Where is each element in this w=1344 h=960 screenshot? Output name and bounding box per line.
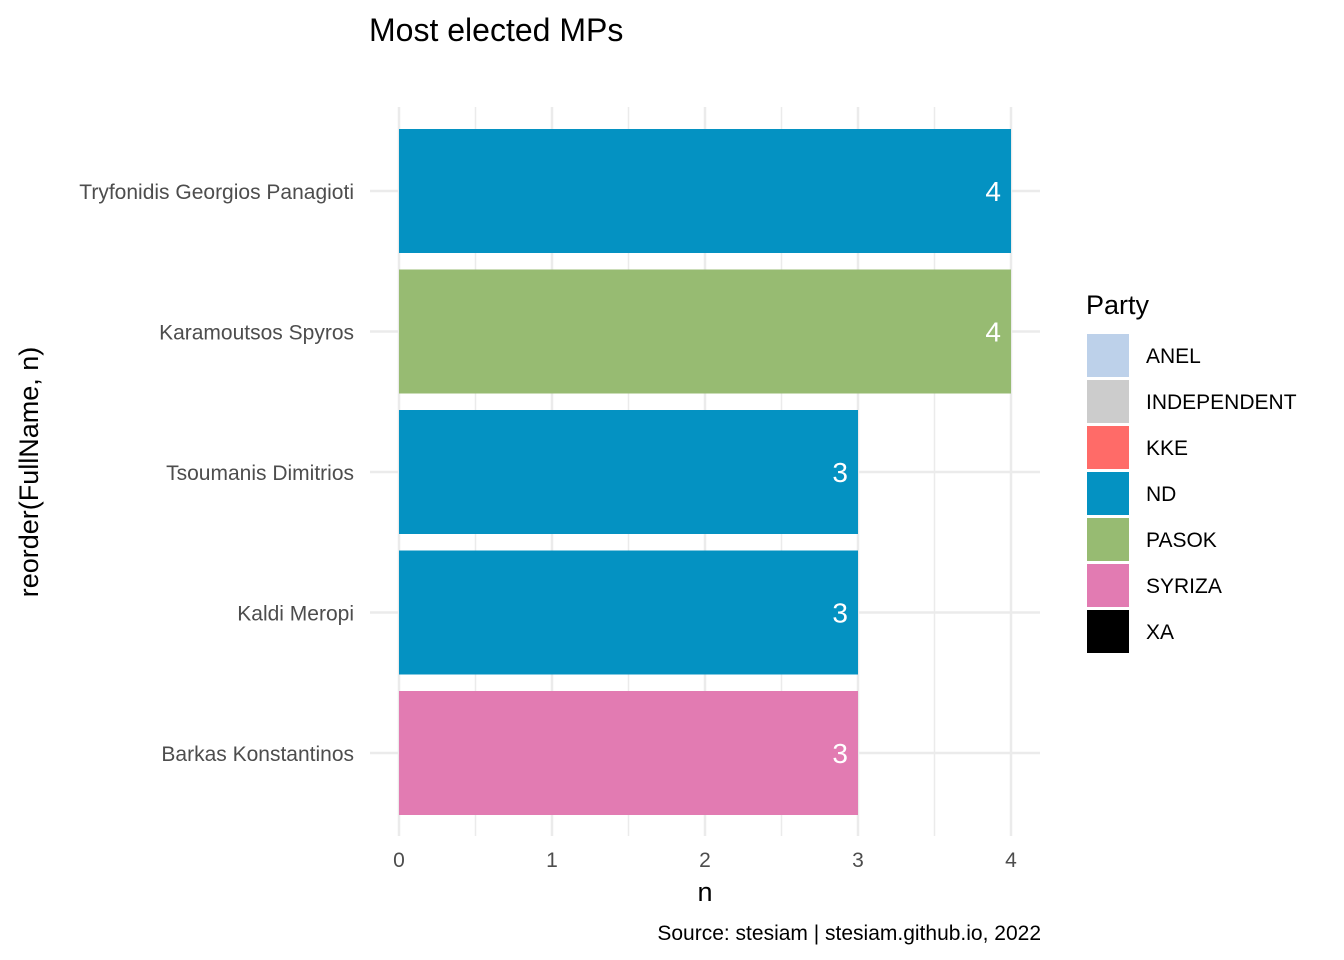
legend-title: Party xyxy=(1086,290,1150,320)
legend-key xyxy=(1087,472,1129,515)
legend-key xyxy=(1087,380,1129,423)
x-axis-label: n xyxy=(697,877,712,907)
y-tick-labels: Tryfonidis Georgios Panagioti Karamoutsos… xyxy=(79,181,354,766)
y-axis-label: reorder(FullName, n) xyxy=(14,347,44,598)
y-tick-label: Barkas Konstantinos xyxy=(161,743,354,766)
legend-label: SYRIZA xyxy=(1146,575,1222,598)
legend-label: KKE xyxy=(1146,437,1188,460)
legend-key xyxy=(1087,426,1129,469)
y-tick-label: Tryfonidis Georgios Panagioti xyxy=(79,181,354,204)
data-label: 3 xyxy=(832,598,848,629)
legend-key xyxy=(1087,518,1129,561)
legend-label: INDEPENDENT xyxy=(1146,391,1297,414)
legend-key xyxy=(1087,610,1129,653)
legend-key xyxy=(1087,334,1129,377)
bar xyxy=(399,129,1011,253)
legend-label: PASOK xyxy=(1146,529,1217,552)
data-label: 3 xyxy=(832,457,848,488)
x-tick-label: 2 xyxy=(699,849,711,872)
data-label: 4 xyxy=(985,317,1001,348)
y-tick-label: Tsoumanis Dimitrios xyxy=(166,462,354,485)
x-tick-labels: 0 1 2 3 4 xyxy=(393,849,1017,872)
data-label: 3 xyxy=(832,738,848,769)
legend-key xyxy=(1087,564,1129,607)
y-tick-label: Kaldi Meropi xyxy=(237,603,354,626)
bar xyxy=(399,550,858,675)
data-label: 4 xyxy=(985,176,1001,207)
x-tick-label: 4 xyxy=(1005,849,1017,872)
x-tick-label: 1 xyxy=(546,849,558,872)
legend: ANEL INDEPENDENT KKE ND PASOK SYRIZA XA xyxy=(1087,334,1297,653)
y-tick-label: Karamoutsos Spyros xyxy=(159,322,354,345)
legend-label: XA xyxy=(1146,621,1174,644)
x-tick-label: 3 xyxy=(852,849,864,872)
bars: 4 4 3 3 3 xyxy=(399,129,1011,815)
bar xyxy=(399,410,858,534)
bar xyxy=(399,269,1011,394)
legend-label: ANEL xyxy=(1146,345,1201,368)
caption: Source: stesiam | stesiam.github.io, 202… xyxy=(657,922,1041,945)
legend-label: ND xyxy=(1146,483,1176,506)
bar xyxy=(399,691,858,815)
chart-title: Most elected MPs xyxy=(369,12,623,48)
x-tick-label: 0 xyxy=(393,849,405,872)
